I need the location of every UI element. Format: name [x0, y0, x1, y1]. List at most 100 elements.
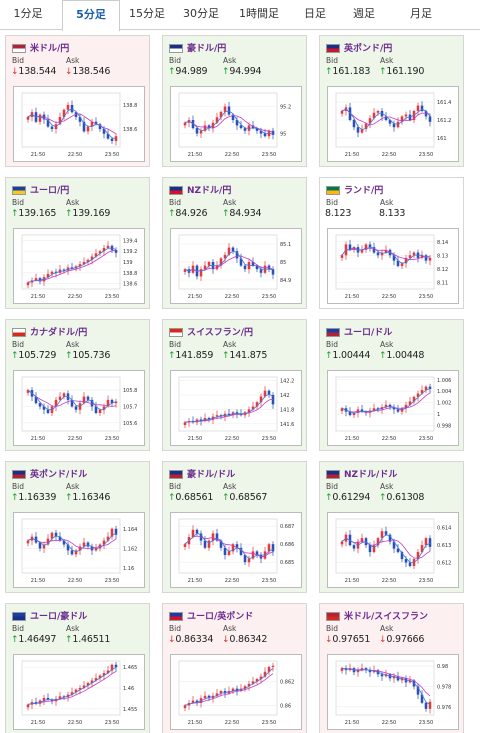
tab-5[interactable]: 日足: [304, 7, 326, 20]
y-tick-label: 1.006: [437, 378, 451, 384]
ask-label: Ask: [66, 340, 80, 349]
rate-card[interactable]: 英ポンド/円 Bid Ask ↑161.183 ↑161.190 161 161.2 161.…: [319, 35, 464, 167]
tab-7[interactable]: 月足: [410, 7, 432, 20]
bid-price: ↓0.86334: [168, 634, 213, 645]
tab-0[interactable]: 1分足: [13, 7, 43, 20]
rate-card[interactable]: ユーロ/ドル Bid Ask ↑1.00444 ↑1.00448 0.998 1 1.002 1…: [319, 319, 464, 451]
rate-card[interactable]: 英ポンド/ドル Bid Ask ↑1.16339 ↑1.16346 1.16 1.162 1.…: [5, 461, 150, 593]
candle-body: [110, 664, 114, 671]
price-chart[interactable]: 141.6 141.8 142 142.2 21:50 22:50 23:50: [170, 370, 302, 446]
currency-pair-link[interactable]: 豪ドル/円: [187, 44, 227, 54]
price-chart[interactable]: 161 161.2 161.4 21:50 22:50 23:50: [327, 86, 459, 162]
candle-body: [114, 528, 118, 535]
candle-body: [424, 111, 428, 117]
candle-body: [219, 111, 223, 118]
candle-body: [267, 544, 271, 552]
rate-card[interactable]: ユーロ/英ポンド Bid Ask ↓0.86334 ↓0.86342 0.862 0.86 2…: [162, 603, 307, 733]
rate-card[interactable]: ユーロ/豪ドル Bid Ask ↑1.46497 ↑1.46511 1.455 1.46 1.…: [5, 603, 150, 733]
currency-pair-link[interactable]: 英ポンド/ドル: [30, 470, 88, 480]
candle-body: [50, 271, 54, 274]
x-tick-label: 21:50: [31, 436, 45, 442]
ask-label: Ask: [380, 624, 394, 633]
rate-card[interactable]: NZドル/ドル Bid Ask ↑0.61294 ↑0.61308 0.612 0.613 0…: [319, 461, 464, 593]
candle-body: [227, 106, 231, 115]
moving-average-long: [341, 667, 431, 697]
candlestick-chart: 0.612 0.613 0.614 21:50 22:50 23:50: [335, 518, 451, 584]
price-chart[interactable]: 95 95.2 21:50 22:50 23:50: [170, 86, 302, 162]
candle-body: [372, 545, 376, 553]
candle-body: [400, 116, 404, 122]
rate-card[interactable]: 豪ドル/円 Bid Ask ↑94.989 ↑94.994 95 95.2 21:50 22:5…: [162, 35, 307, 167]
currency-pair-link[interactable]: スイスフラン/円: [187, 328, 254, 338]
currency-pair-link[interactable]: カナダドル/円: [30, 328, 88, 338]
tab-2[interactable]: 15分足: [129, 7, 165, 20]
currency-pair-link[interactable]: 米ドル/円: [30, 44, 70, 54]
ask-price: ↓0.97666: [379, 634, 424, 645]
bid-price: ↑141.859: [168, 350, 213, 361]
price-chart[interactable]: 0.685 0.686 0.687 21:50 22:50 23:50: [170, 512, 302, 588]
price-chart[interactable]: 0.998 1 1.002 1.004 1.006 21:50 22:50 23:50: [327, 370, 459, 446]
flag-icon: [326, 328, 340, 337]
currency-pair-link[interactable]: 豪ドル/ドル: [187, 470, 236, 480]
bid-price: 8.123: [325, 208, 351, 219]
rate-card[interactable]: カナダドル/円 Bid Ask ↑105.729 ↑105.736 105.6 105.7 1…: [5, 319, 150, 451]
tab-4[interactable]: 1時間足: [239, 7, 279, 20]
bid-price: ↑139.165: [11, 208, 56, 219]
rate-card[interactable]: 豪ドル/ドル Bid Ask ↑0.68561 ↑0.68567 0.685 0.686 0.…: [162, 461, 307, 593]
ask-price: ↑141.875: [222, 350, 267, 361]
currency-pair-link[interactable]: ランド/円: [344, 186, 384, 196]
moving-average-long: [341, 247, 430, 261]
moving-average-short: [27, 108, 117, 139]
rate-card[interactable]: 米ドル/円 Bid Ask ↓138.544 ↓138.546 138.6 138.8 21:…: [5, 35, 150, 167]
x-tick-label: 21:50: [345, 152, 359, 158]
x-tick-label: 23:50: [262, 578, 276, 584]
rate-card[interactable]: ユーロ/円 Bid Ask ↑139.165 ↑139.169 138.6 138.8 139…: [5, 177, 150, 309]
currency-pair-link[interactable]: ユーロ/豪ドル: [30, 612, 88, 622]
candle-body: [215, 693, 219, 696]
currency-pair-link[interactable]: 英ポンド/円: [344, 44, 393, 54]
x-tick-label: 22:50: [382, 294, 396, 300]
currency-pair-link[interactable]: NZドル/ドル: [344, 470, 398, 480]
y-tick-label: 105.6: [123, 421, 137, 427]
currency-pair-link[interactable]: NZドル/円: [187, 186, 232, 196]
currency-pair-link[interactable]: ユーロ/円: [30, 186, 70, 196]
price-chart[interactable]: 0.612 0.613 0.614 21:50 22:50 23:50: [327, 512, 459, 588]
price-chart[interactable]: 1.16 1.162 1.164 21:50 22:50 23:50: [13, 512, 145, 588]
currency-pair-link[interactable]: ユーロ/英ポンド: [187, 612, 254, 622]
price-chart[interactable]: 1.455 1.46 1.465 21:50 22:50 23:50: [13, 654, 145, 730]
price-chart[interactable]: 138.6 138.8 21:50 22:50 23:50: [13, 86, 145, 162]
rate-card[interactable]: 米ドル/スイスフラン Bid Ask ↓0.97651 ↓0.97666 0.976 0.9…: [319, 603, 464, 733]
up-arrow-icon: ↑: [168, 493, 176, 503]
price-chart[interactable]: 0.862 0.86 21:50 22:50 23:50: [170, 654, 302, 730]
tab-6[interactable]: 週足: [353, 7, 375, 20]
currency-pair-link[interactable]: 米ドル/スイスフラン: [344, 612, 429, 622]
rate-card[interactable]: スイスフラン/円 Bid Ask ↑141.859 ↑141.875 141.6 141.8…: [162, 319, 307, 451]
price-chart[interactable]: 8.11 8.12 8.13 8.14 21:50 22:50 23:50: [327, 228, 459, 304]
up-arrow-icon: ↑: [222, 67, 230, 77]
candle-body: [271, 395, 275, 405]
candle-body: [247, 558, 251, 563]
price-chart[interactable]: 0.976 0.978 0.98 21:50 22:50 23:50: [327, 654, 459, 730]
candle-body: [392, 255, 396, 261]
y-tick-label: 1.465: [123, 665, 137, 671]
candle-body: [243, 128, 247, 131]
bid-label: Bid: [326, 56, 338, 65]
candle-body: [243, 555, 247, 563]
price-chart[interactable]: 105.6 105.7 105.8 21:50 22:50 23:50: [13, 370, 145, 446]
candle-body: [360, 409, 364, 412]
candle-body: [404, 257, 408, 264]
tab-3[interactable]: 30分足: [183, 7, 219, 20]
tab-1[interactable]: 5分足: [62, 0, 120, 31]
candle-body: [66, 544, 70, 551]
rate-card[interactable]: ランド/円 Bid Ask 8.123 8.133 8.11 8.12 8.13 8.14 21:…: [319, 177, 464, 309]
y-tick-label: 95.2: [280, 105, 291, 111]
candle-body: [82, 685, 86, 688]
price-chart[interactable]: 84.9 85 85.1 21:50 22:50 23:50: [170, 228, 302, 304]
candle-body: [231, 544, 235, 552]
plot-frame: [178, 92, 278, 148]
candle-body: [384, 531, 388, 535]
currency-pair-link[interactable]: ユーロ/ドル: [344, 328, 393, 338]
price-chart[interactable]: 138.6 138.8 139 139.2 139.4 21:50 22:50 23:50: [13, 228, 145, 304]
rate-card[interactable]: NZドル/円 Bid Ask ↑84.926 ↑84.934 84.9 85 85.1 21:5…: [162, 177, 307, 309]
bid-value: 141.859: [175, 350, 214, 361]
